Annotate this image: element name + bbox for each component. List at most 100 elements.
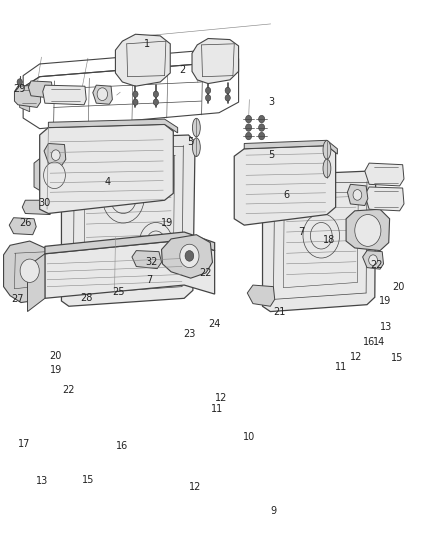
Text: 10: 10 [244, 432, 256, 442]
Text: 26: 26 [19, 218, 32, 228]
Text: 12: 12 [189, 481, 201, 491]
Circle shape [205, 95, 211, 101]
Text: 13: 13 [381, 322, 393, 333]
Circle shape [185, 251, 194, 261]
Polygon shape [116, 34, 170, 86]
Text: 2: 2 [179, 66, 185, 75]
Text: 1: 1 [144, 39, 150, 49]
Polygon shape [22, 200, 51, 215]
Circle shape [355, 215, 381, 246]
Text: 5: 5 [187, 137, 194, 147]
Polygon shape [48, 119, 178, 133]
Text: 21: 21 [273, 306, 285, 317]
Polygon shape [43, 85, 86, 105]
Circle shape [133, 91, 138, 98]
Text: 19: 19 [49, 365, 62, 375]
Text: 6: 6 [283, 190, 290, 200]
Circle shape [258, 124, 265, 131]
Circle shape [246, 115, 252, 123]
Polygon shape [28, 254, 45, 312]
Polygon shape [45, 232, 215, 254]
Polygon shape [162, 235, 212, 278]
Circle shape [246, 124, 252, 131]
Text: 20: 20 [392, 281, 405, 292]
Ellipse shape [192, 138, 200, 157]
Text: 24: 24 [208, 319, 221, 329]
Text: 5: 5 [268, 150, 274, 160]
Polygon shape [346, 209, 390, 251]
Circle shape [205, 87, 211, 94]
Text: 28: 28 [80, 293, 92, 303]
Polygon shape [347, 184, 368, 206]
Text: 11: 11 [335, 362, 347, 372]
Circle shape [97, 88, 108, 101]
Text: 16: 16 [363, 337, 375, 347]
Text: 22: 22 [370, 261, 383, 270]
Text: 19: 19 [379, 296, 392, 306]
Text: 15: 15 [82, 475, 95, 484]
Polygon shape [44, 143, 66, 166]
Polygon shape [14, 85, 41, 108]
Circle shape [153, 99, 159, 106]
Text: 18: 18 [322, 235, 335, 245]
Polygon shape [4, 241, 53, 303]
Polygon shape [247, 285, 275, 306]
Polygon shape [45, 240, 215, 298]
Circle shape [153, 91, 159, 98]
Polygon shape [132, 251, 162, 269]
Text: 19: 19 [161, 218, 173, 228]
Text: 14: 14 [373, 337, 385, 347]
Text: 16: 16 [116, 441, 128, 451]
Ellipse shape [323, 159, 331, 177]
Polygon shape [40, 124, 173, 214]
Text: 17: 17 [18, 439, 30, 449]
Polygon shape [234, 146, 336, 225]
Text: 30: 30 [38, 198, 50, 208]
Polygon shape [192, 38, 239, 84]
Text: 12: 12 [215, 393, 227, 403]
Text: 3: 3 [268, 97, 274, 107]
Ellipse shape [323, 141, 331, 159]
Circle shape [225, 87, 230, 94]
Text: 22: 22 [63, 384, 75, 394]
Polygon shape [28, 81, 53, 98]
Text: 20: 20 [49, 351, 62, 361]
Ellipse shape [192, 118, 200, 137]
Circle shape [258, 132, 265, 140]
Polygon shape [93, 85, 113, 104]
Polygon shape [363, 251, 384, 269]
Text: 27: 27 [12, 294, 24, 304]
Circle shape [44, 162, 65, 189]
Circle shape [51, 150, 60, 160]
Circle shape [369, 255, 378, 265]
Circle shape [225, 95, 230, 101]
Circle shape [180, 244, 199, 268]
Text: 29: 29 [14, 84, 26, 94]
Text: 12: 12 [350, 352, 362, 361]
Text: 32: 32 [145, 257, 158, 267]
Polygon shape [365, 163, 404, 186]
Text: 9: 9 [270, 506, 276, 516]
Text: 11: 11 [211, 403, 223, 414]
Text: 25: 25 [112, 287, 124, 297]
Text: 23: 23 [183, 329, 196, 340]
Circle shape [353, 190, 362, 200]
Text: 4: 4 [105, 176, 111, 187]
Text: 7: 7 [146, 274, 152, 285]
Text: 7: 7 [299, 227, 305, 237]
Circle shape [246, 132, 252, 140]
Text: 13: 13 [36, 477, 48, 486]
Polygon shape [34, 155, 75, 195]
Text: 15: 15 [391, 353, 404, 362]
Polygon shape [9, 217, 36, 235]
Polygon shape [365, 187, 404, 211]
Text: 22: 22 [199, 268, 211, 278]
Polygon shape [244, 140, 337, 154]
Circle shape [20, 259, 39, 282]
Polygon shape [262, 171, 376, 312]
Circle shape [133, 99, 138, 106]
Circle shape [17, 79, 22, 85]
Polygon shape [61, 135, 195, 306]
Polygon shape [20, 91, 30, 112]
Circle shape [258, 115, 265, 123]
